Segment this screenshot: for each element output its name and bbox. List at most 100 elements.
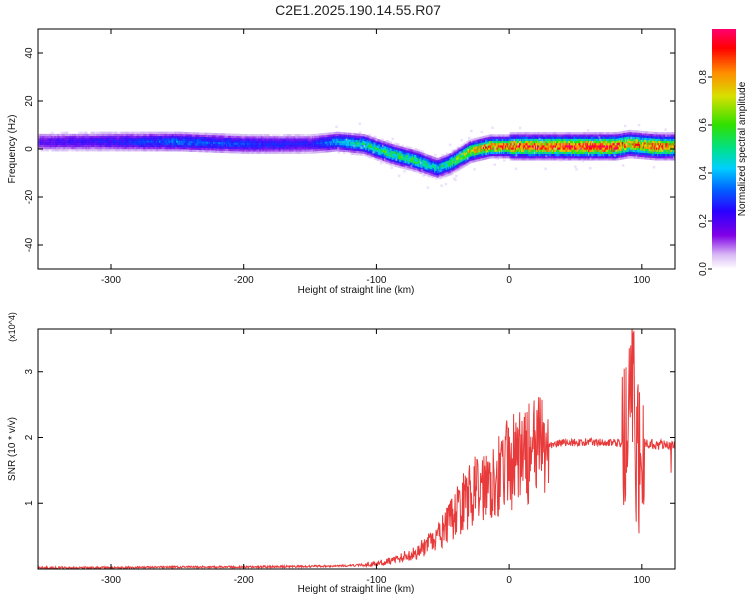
heatmap-cell	[83, 131, 87, 135]
heatmap-cell	[145, 149, 149, 152]
heatmap-cell	[148, 131, 152, 135]
heatmap-cell	[283, 151, 287, 154]
heatmap-cell	[127, 131, 131, 135]
heatmap-cell	[92, 131, 96, 135]
heatmap-cell	[266, 134, 270, 137]
heatmap-cell	[546, 158, 550, 161]
heatmap-cell	[38, 136, 41, 139]
heatmap-cell	[100, 133, 104, 137]
heatmap-cell	[228, 133, 231, 136]
heatmap-cell	[64, 133, 68, 137]
heatmap-cell	[505, 156, 509, 159]
heatmap-cell	[51, 149, 55, 152]
heatmap-cell	[407, 168, 411, 171]
heatmap-cell	[397, 146, 401, 149]
heatmap-cell	[162, 131, 166, 135]
heatmap-cell	[337, 149, 341, 152]
heatmap-cell	[414, 167, 418, 171]
heatmap-cell	[350, 132, 354, 136]
heatmap-cell	[206, 132, 210, 136]
heatmap-cell	[403, 166, 407, 170]
heatmap-cell	[156, 133, 160, 137]
heatmap-cell	[497, 134, 501, 137]
heatmap-cell	[344, 132, 348, 135]
heatmap-cell	[547, 158, 551, 161]
heatmap-cell	[463, 164, 467, 167]
heatmap-cell	[524, 158, 528, 161]
heatmap-cell	[163, 149, 167, 152]
heatmap-cell	[492, 134, 496, 137]
heatmap-cell	[118, 146, 122, 150]
heatmap-cell	[515, 158, 519, 161]
heatmap-cell	[446, 173, 450, 177]
heatmap-cell	[66, 149, 70, 152]
heatmap-cell	[486, 135, 489, 138]
heatmap-cell	[254, 134, 258, 137]
heatmap-cell	[567, 132, 571, 135]
heatmap-cell	[268, 136, 272, 139]
heatmap-cell	[227, 133, 230, 136]
heatmap-cell	[442, 173, 446, 176]
heatmap-cell	[392, 164, 396, 167]
heatmap-cell	[346, 132, 350, 136]
heatmap-cell	[332, 132, 336, 135]
heatmap-cell	[321, 133, 325, 136]
heatmap-cell	[187, 149, 191, 152]
heatmap-cell	[331, 149, 334, 152]
heatmap-cell	[262, 151, 265, 154]
heatmap-cell	[76, 149, 80, 152]
heatmap-cell	[316, 150, 320, 154]
heatmap-cell	[259, 149, 263, 152]
heatmap-cell	[159, 131, 162, 135]
heatmap-cell	[195, 149, 199, 152]
heatmap-cell	[427, 174, 431, 177]
heatmap-cell	[162, 133, 166, 137]
heatmap-cell	[178, 131, 182, 135]
heatmap-cell	[241, 151, 245, 154]
heatmap-cell	[235, 151, 239, 154]
heatmap-cell	[309, 149, 313, 152]
heatmap-cell	[317, 133, 321, 136]
heatmap-cell	[380, 140, 384, 143]
heatmap-cell	[511, 132, 515, 135]
heatmap-cell	[413, 148, 417, 151]
heatmap-cell	[59, 149, 63, 152]
heatmap-cell	[104, 131, 108, 135]
heatmap-cell	[338, 149, 342, 152]
heatmap-cell	[254, 151, 258, 154]
heatmap-cell	[94, 133, 98, 137]
heatmap-cell	[228, 150, 231, 154]
heatmap-cell	[187, 132, 191, 135]
heatmap-cell	[40, 136, 44, 139]
heatmap-cell	[423, 153, 427, 156]
heatmap-cell	[386, 140, 390, 143]
heatmap-cell	[135, 133, 139, 137]
heatmap-cell	[110, 133, 114, 137]
heatmap-cell	[306, 134, 310, 137]
heatmap-cell	[38, 133, 41, 137]
heatmap-cell	[208, 150, 212, 153]
heatmap-cell	[219, 150, 223, 153]
heatmap-cell	[164, 149, 168, 152]
heatmap-cell	[358, 151, 362, 154]
heatmap-cell	[144, 131, 148, 135]
heatmap-cell	[319, 133, 323, 136]
heatmap-cell	[441, 156, 445, 159]
heatmap-cell	[82, 146, 86, 150]
heatmap-cell	[442, 155, 446, 159]
heatmap-cell	[224, 150, 228, 154]
heatmap-cell	[225, 150, 229, 154]
heatmap-cell	[76, 146, 80, 150]
heatmap-cell	[565, 132, 569, 135]
heatmap-cell	[59, 146, 63, 150]
heatmap-cell	[169, 149, 173, 152]
heatmap-cell	[138, 133, 142, 137]
heatmap-cell	[503, 134, 506, 137]
heatmap-cell	[119, 131, 123, 135]
heatmap-cell	[69, 149, 73, 152]
heatmap-cell	[301, 134, 305, 137]
heatmap-cell	[509, 132, 513, 135]
heatmap-cell	[180, 131, 184, 135]
heatmap-cell	[520, 132, 523, 135]
heatmap-cell	[525, 132, 529, 135]
